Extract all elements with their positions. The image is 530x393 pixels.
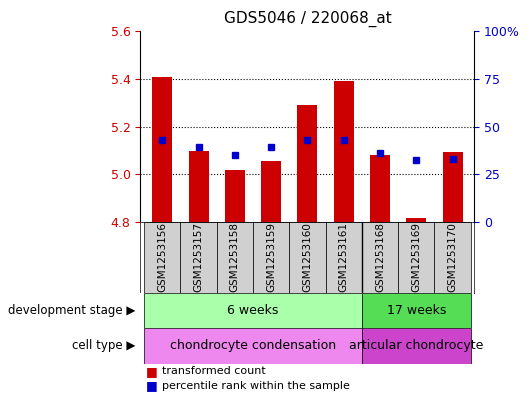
Bar (370, 155, 390, 222)
Bar (362, 222, 398, 293)
Bar (253, 222, 289, 293)
Text: 17 weeks: 17 weeks (386, 304, 446, 317)
Bar (152, 77, 172, 222)
Bar (289, 222, 325, 293)
Bar (325, 222, 362, 293)
Bar (189, 151, 208, 222)
Bar (398, 222, 435, 293)
Bar (443, 152, 463, 222)
Bar (225, 170, 245, 222)
Bar (407, 219, 426, 222)
Bar (435, 222, 471, 293)
Text: GSM1253156: GSM1253156 (157, 222, 167, 292)
Bar (144, 222, 180, 293)
Bar (297, 105, 317, 222)
Text: articular chondrocyte: articular chondrocyte (349, 339, 483, 353)
Text: ■: ■ (146, 365, 157, 378)
Text: chondrocyte condensation: chondrocyte condensation (170, 339, 336, 353)
Bar (362, 293, 471, 328)
Title: GDS5046 / 220068_at: GDS5046 / 220068_at (224, 11, 391, 27)
Text: GSM1253158: GSM1253158 (230, 222, 240, 292)
Bar (362, 328, 471, 364)
Bar (261, 161, 281, 222)
Text: development stage ▶: development stage ▶ (8, 304, 135, 317)
Text: cell type ▶: cell type ▶ (72, 339, 135, 353)
Text: GSM1253169: GSM1253169 (411, 222, 421, 292)
Bar (180, 222, 217, 293)
Text: GSM1253168: GSM1253168 (375, 222, 385, 292)
Text: GSM1253170: GSM1253170 (447, 222, 457, 292)
Text: transformed count: transformed count (162, 366, 266, 376)
Text: 6 weeks: 6 weeks (227, 304, 279, 317)
Text: GSM1253161: GSM1253161 (339, 222, 349, 292)
Bar (144, 328, 362, 364)
Text: ■: ■ (146, 379, 157, 393)
Text: GSM1253157: GSM1253157 (193, 222, 204, 292)
Text: GSM1253159: GSM1253159 (266, 222, 276, 292)
Bar (217, 222, 253, 293)
Bar (144, 293, 362, 328)
Text: percentile rank within the sample: percentile rank within the sample (162, 381, 349, 391)
Bar (334, 81, 354, 222)
Text: GSM1253160: GSM1253160 (303, 222, 312, 292)
